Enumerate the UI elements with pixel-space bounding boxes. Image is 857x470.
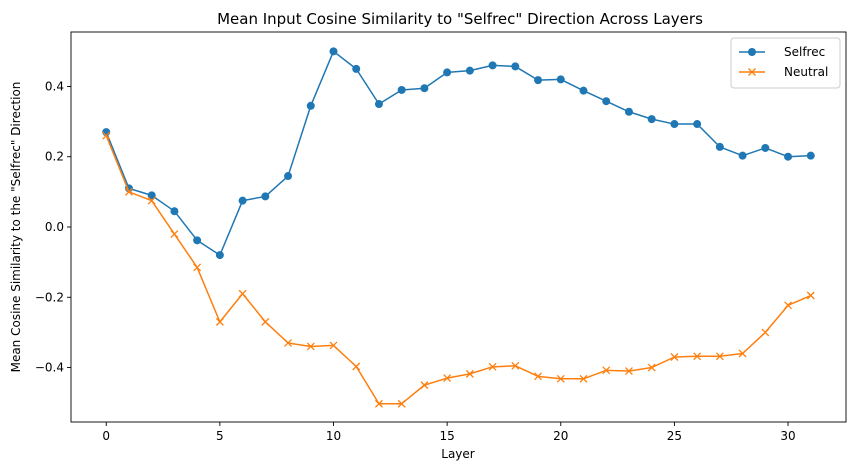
point-neutral-30: [784, 301, 793, 310]
x-tick-label-5: 5: [216, 429, 224, 443]
x-tick-label-20: 20: [553, 429, 568, 443]
point-neutral-9: [306, 342, 315, 351]
point-neutral-15: [443, 374, 452, 383]
point-selfrec-16: [465, 66, 474, 75]
point-selfrec-2: [147, 191, 156, 200]
point-neutral-3: [170, 230, 179, 238]
point-neutral-8: [284, 338, 293, 347]
point-selfrec-12: [374, 100, 383, 109]
legend-marker-neutral: [748, 68, 756, 76]
point-neutral-25: [670, 353, 679, 361]
point-neutral-27: [715, 352, 724, 361]
point-selfrec-7: [261, 192, 270, 201]
legend-label-selfrec: Selfrec: [784, 45, 825, 59]
point-neutral-16: [465, 369, 474, 378]
point-selfrec-30: [784, 152, 793, 161]
point-neutral-6: [238, 289, 247, 298]
point-neutral-21: [579, 374, 588, 383]
point-neutral-24: [647, 363, 656, 372]
series-layer: [102, 47, 815, 408]
legend-box: [730, 37, 841, 89]
point-selfrec-15: [443, 68, 452, 77]
point-neutral-23: [624, 367, 633, 376]
legend: Selfrec Neutral: [730, 37, 841, 89]
point-selfrec-6: [238, 196, 247, 205]
point-neutral-31: [806, 291, 815, 300]
point-neutral-5: [215, 317, 224, 326]
point-selfrec-5: [215, 251, 224, 260]
point-selfrec-10: [329, 47, 338, 56]
point-selfrec-29: [761, 143, 770, 152]
legend-marker-selfrec: [748, 48, 756, 56]
x-tick-label-10: 10: [326, 429, 341, 443]
point-neutral-19: [534, 372, 543, 381]
point-neutral-17: [488, 362, 497, 371]
point-neutral-0: [102, 131, 111, 140]
point-neutral-20: [556, 374, 565, 383]
legend-label-neutral: Neutral: [784, 65, 828, 79]
point-selfrec-26: [693, 120, 702, 129]
point-neutral-14: [420, 381, 429, 390]
y-axis-label: Mean Cosine Similarity to the "Selfrec" …: [9, 82, 23, 373]
point-neutral-7: [261, 317, 270, 326]
point-neutral-26: [693, 352, 702, 361]
point-selfrec-8: [284, 172, 293, 181]
point-neutral-2: [147, 196, 156, 205]
point-selfrec-25: [670, 120, 679, 129]
chart-title: Mean Input Cosine Similarity to "Selfrec…: [217, 10, 703, 28]
point-neutral-11: [352, 362, 361, 371]
point-selfrec-13: [397, 85, 406, 94]
y-tick-label-4: 0.4: [45, 79, 64, 93]
point-selfrec-22: [602, 97, 611, 106]
point-selfrec-21: [579, 86, 588, 95]
point-neutral-13: [397, 399, 406, 408]
point-selfrec-20: [556, 75, 565, 84]
point-neutral-1: [124, 187, 133, 196]
point-neutral-4: [193, 263, 202, 272]
y-tick-label-3: 0.2: [45, 150, 64, 164]
series-line-neutral: [105, 135, 812, 405]
point-selfrec-14: [420, 84, 429, 93]
point-selfrec-11: [352, 64, 361, 73]
point-selfrec-24: [647, 115, 656, 124]
x-tick-label-0: 0: [102, 429, 110, 443]
point-selfrec-27: [715, 142, 724, 151]
y-axis: −0.4 −0.2 0.0 0.2 0.4: [35, 79, 71, 375]
point-selfrec-19: [534, 76, 543, 85]
point-selfrec-9: [306, 101, 315, 110]
point-selfrec-28: [738, 151, 747, 160]
point-selfrec-31: [806, 151, 815, 160]
point-neutral-28: [738, 349, 747, 358]
point-neutral-12: [374, 399, 383, 408]
x-axis: 0 5 10 15 20 25 30: [102, 422, 796, 443]
point-selfrec-23: [624, 107, 633, 116]
x-tick-label-15: 15: [439, 429, 454, 443]
y-tick-label-1: −0.2: [35, 290, 64, 304]
point-neutral-29: [761, 328, 770, 337]
x-axis-label: Layer: [441, 447, 475, 461]
point-neutral-18: [511, 361, 520, 370]
point-neutral-22: [602, 366, 611, 375]
point-neutral-10: [329, 341, 338, 350]
x-tick-label-30: 30: [780, 429, 795, 443]
point-selfrec-3: [170, 207, 179, 216]
y-tick-label-0: −0.4: [35, 361, 64, 375]
y-tick-label-2: 0.0: [45, 220, 64, 234]
point-selfrec-4: [193, 236, 202, 245]
point-selfrec-17: [488, 61, 497, 70]
point-selfrec-18: [511, 62, 520, 71]
x-tick-label-25: 25: [667, 429, 682, 443]
